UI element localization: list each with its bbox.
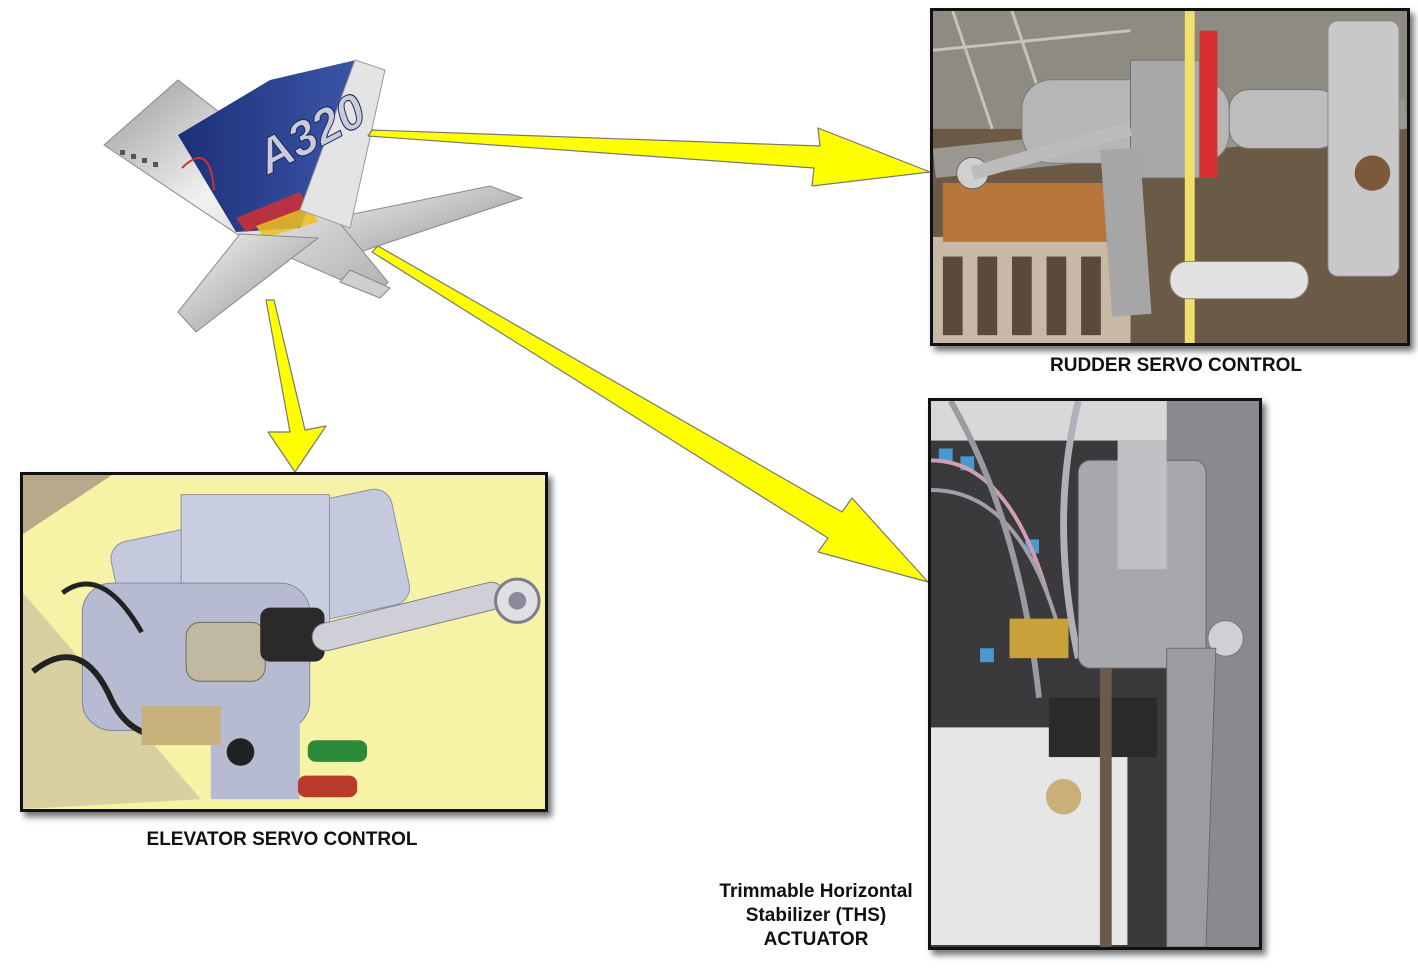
ths-caption-line-2: Stabilizer (THS)	[745, 905, 887, 926]
vertical-fin	[299, 59, 386, 229]
rudder-caption: RUDDER SERVO CONTROL	[1050, 355, 1302, 376]
ths-caption-line-3: ACTUATOR	[763, 929, 869, 950]
elevator-caption: ELEVATOR SERVO CONTROL	[146, 829, 418, 850]
arrow-to-ths	[371, 245, 929, 583]
elevator-servo-photo	[20, 472, 548, 812]
arrow-to-elevator	[265, 299, 327, 473]
arrow-to-rudder	[367, 127, 931, 187]
left-stabilizer	[177, 233, 320, 333]
ths-actuator-photo	[928, 398, 1262, 950]
ths-caption-line-1: Trimmable Horizontal	[719, 881, 913, 902]
rudder-servo-photo	[930, 8, 1410, 346]
ths-caption: Trimmable Horizontal Stabilizer (THS) AC…	[706, 880, 926, 952]
